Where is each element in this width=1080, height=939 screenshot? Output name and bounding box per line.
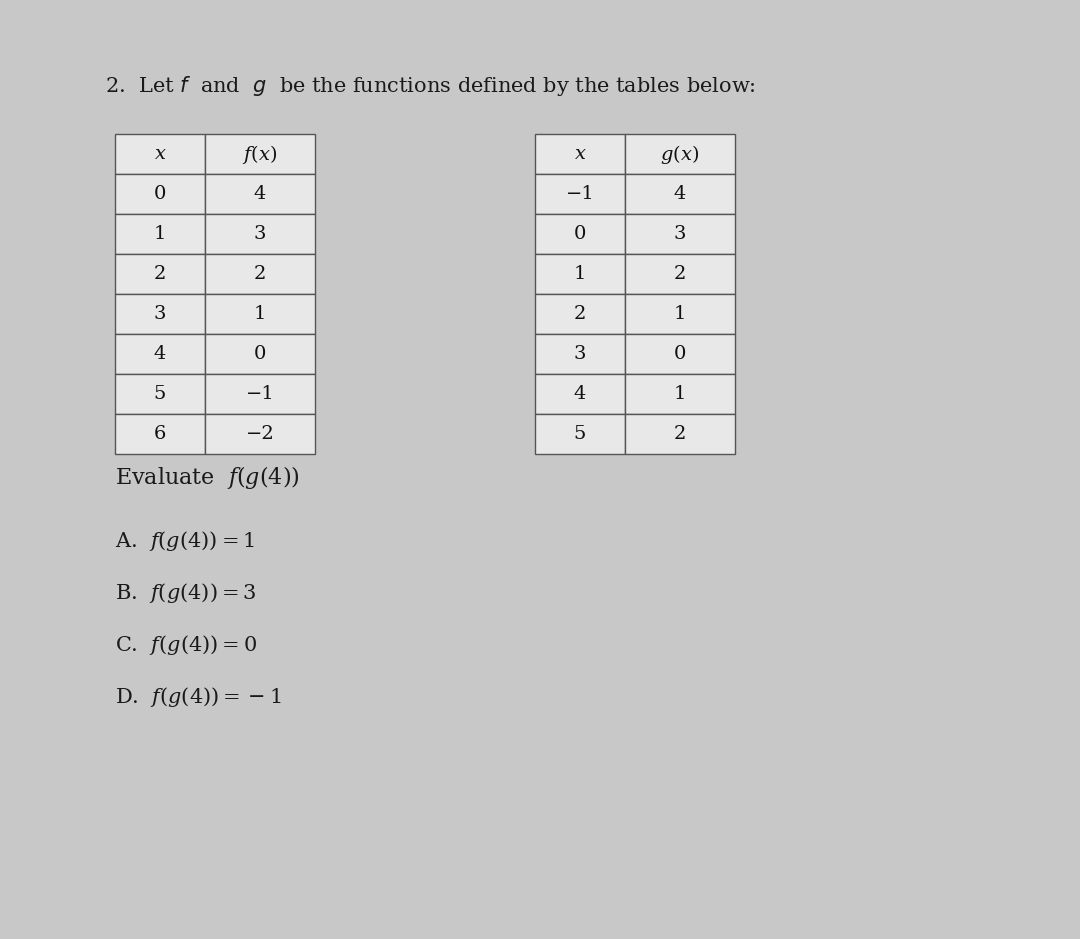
Text: 0: 0 [674, 345, 686, 363]
Text: $f(x)$: $f(x)$ [243, 143, 278, 165]
Text: 0: 0 [153, 185, 166, 203]
Text: 1: 1 [153, 225, 166, 243]
Bar [625, 134, 735, 174]
Text: 2.  Let $f$  and  $g$  be the functions defined by the tables below:: 2. Let $f$ and $g$ be the functions defi… [105, 74, 756, 98]
Text: 2: 2 [254, 265, 266, 283]
Text: 4: 4 [153, 345, 166, 363]
Bar [205, 174, 315, 214]
Text: 0: 0 [573, 225, 586, 243]
Bar [114, 414, 205, 454]
Bar [205, 414, 315, 454]
Text: B.  $f(g(4)) = 3$: B. $f(g(4)) = 3$ [114, 581, 256, 605]
Bar [625, 374, 735, 414]
Bar [625, 414, 735, 454]
Bar [535, 254, 625, 294]
Text: 6: 6 [153, 425, 166, 443]
Text: −1: −1 [245, 385, 274, 403]
Bar [114, 134, 205, 174]
Bar [625, 254, 735, 294]
Bar [205, 334, 315, 374]
Text: Evaluate  $f(g(4))$: Evaluate $f(g(4))$ [114, 464, 300, 491]
Bar [114, 214, 205, 254]
Bar [625, 214, 735, 254]
Text: −1: −1 [566, 185, 594, 203]
Text: 1: 1 [254, 305, 266, 323]
Bar [205, 254, 315, 294]
Text: 1: 1 [674, 305, 686, 323]
Text: 3: 3 [153, 305, 166, 323]
Bar [205, 294, 315, 334]
Text: 3: 3 [674, 225, 686, 243]
Text: 5: 5 [153, 385, 166, 403]
Bar [205, 214, 315, 254]
Text: C.  $f(g(4)) = 0$: C. $f(g(4)) = 0$ [114, 633, 257, 657]
Text: $x$: $x$ [153, 145, 166, 163]
Text: $g(x)$: $g(x)$ [661, 143, 700, 165]
Text: 2: 2 [674, 425, 686, 443]
Bar [114, 374, 205, 414]
Text: $x$: $x$ [573, 145, 586, 163]
Bar [114, 294, 205, 334]
Bar [535, 414, 625, 454]
Bar [535, 374, 625, 414]
Bar [535, 334, 625, 374]
Text: D.  $f(g(4)) = -1$: D. $f(g(4)) = -1$ [114, 685, 282, 709]
Bar [625, 334, 735, 374]
Text: 4: 4 [674, 185, 686, 203]
Text: 4: 4 [573, 385, 586, 403]
Text: A.  $f(g(4)) = 1$: A. $f(g(4)) = 1$ [114, 529, 255, 553]
Text: −2: −2 [245, 425, 274, 443]
Bar [114, 334, 205, 374]
Bar [535, 174, 625, 214]
Bar [625, 174, 735, 214]
Text: 3: 3 [573, 345, 586, 363]
Bar [205, 134, 315, 174]
Text: 3: 3 [254, 225, 267, 243]
Text: 5: 5 [573, 425, 586, 443]
Text: 2: 2 [153, 265, 166, 283]
Bar [535, 214, 625, 254]
Bar [114, 254, 205, 294]
Text: 2: 2 [573, 305, 586, 323]
Bar [205, 374, 315, 414]
Text: 0: 0 [254, 345, 266, 363]
Text: 1: 1 [573, 265, 586, 283]
Bar [114, 174, 205, 214]
Text: 1: 1 [674, 385, 686, 403]
Bar [625, 294, 735, 334]
Bar [535, 294, 625, 334]
Text: 4: 4 [254, 185, 266, 203]
Text: 2: 2 [674, 265, 686, 283]
Bar [535, 134, 625, 174]
